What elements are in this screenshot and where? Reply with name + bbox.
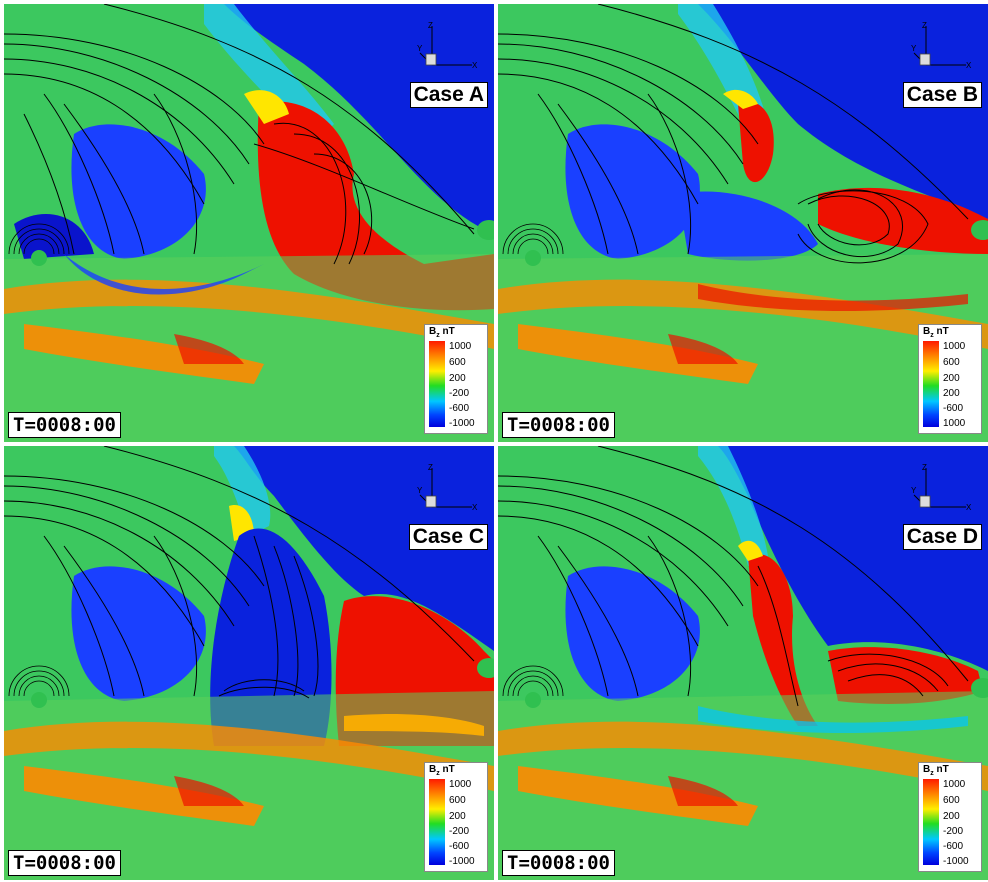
legend-tick: 200 — [449, 373, 466, 384]
case-label: Case D — [902, 524, 982, 550]
legend-tick: 1000 — [943, 779, 966, 790]
simulation-image — [4, 446, 494, 880]
axis-y-label: Y — [417, 44, 423, 53]
colorbar-gradient — [923, 341, 939, 427]
legend-tick: 200 — [943, 373, 960, 384]
axis-triad: Z Y X — [908, 20, 972, 70]
legend-tick: 1000 — [449, 779, 472, 790]
colorbar-gradient — [429, 779, 445, 865]
simulation-image — [498, 446, 988, 880]
axis-z-label: Z — [922, 463, 927, 472]
legend-tick: -600 — [449, 841, 470, 852]
colorbar-legend: Bz nT 1000 600 200 -200 -600 -1000 — [918, 762, 982, 872]
time-label: T=0008:00 — [8, 412, 121, 438]
legend-tick: 600 — [943, 795, 960, 806]
axis-triad: Z Y X — [414, 462, 478, 512]
axis-triad: Z Y X — [908, 462, 972, 512]
colorbar-legend: Bz nT 1000 600 200 -200 -600 -1000 — [424, 762, 488, 872]
time-label: T=0008:00 — [502, 412, 615, 438]
simulation-image — [4, 4, 494, 442]
legend-title: Bz nT — [923, 326, 949, 339]
legend-tick: 1000 — [943, 341, 966, 352]
legend-tick: -600 — [943, 841, 964, 852]
axis-z-label: Z — [428, 463, 433, 472]
case-label: Case C — [408, 524, 488, 550]
panel-case-a: Z Y X Case A T=0008:00 Bz nT 1000 600 20… — [4, 4, 494, 442]
legend-tick: -1000 — [449, 418, 475, 429]
legend-tick: 600 — [943, 357, 960, 368]
legend-title: Bz nT — [429, 326, 455, 339]
axis-x-label: X — [472, 61, 478, 70]
colorbar-gradient — [429, 341, 445, 427]
legend-tick: 200 — [449, 811, 466, 822]
axis-x-label: X — [966, 61, 972, 70]
legend-tick: 200 — [943, 388, 960, 399]
legend-tick: -1000 — [449, 856, 475, 867]
axis-y-label: Y — [911, 44, 917, 53]
axis-y-label: Y — [417, 486, 423, 495]
time-label: T=0008:00 — [502, 850, 615, 876]
colorbar-legend: Bz nT 1000 600 200 200 -600 1000 — [918, 324, 982, 434]
axis-x-label: X — [966, 503, 972, 512]
axis-z-label: Z — [428, 21, 433, 30]
legend-tick: -600 — [449, 403, 470, 414]
colorbar-gradient — [923, 779, 939, 865]
legend-tick: 200 — [943, 811, 960, 822]
legend-tick: -1000 — [943, 856, 969, 867]
case-label: Case B — [902, 82, 982, 108]
axis-z-label: Z — [922, 21, 927, 30]
time-label: T=0008:00 — [8, 850, 121, 876]
colorbar-legend: Bz nT 1000 600 200 -200 -600 -1000 — [424, 324, 488, 434]
legend-title: Bz nT — [923, 764, 949, 777]
legend-title: Bz nT — [429, 764, 455, 777]
panel-case-b: Z Y X Case B T=0008:00 Bz nT 1000 600 20… — [498, 4, 988, 442]
legend-tick: -600 — [943, 403, 964, 414]
axis-triad: Z Y X — [414, 20, 478, 70]
axis-x-label: X — [472, 503, 478, 512]
legend-tick: -200 — [943, 826, 964, 837]
simulation-image — [498, 4, 988, 442]
legend-tick: -200 — [449, 826, 470, 837]
axis-y-label: Y — [911, 486, 917, 495]
panel-case-d: Z Y X Case D T=0008:00 Bz nT 1000 600 20… — [498, 446, 988, 880]
legend-tick: 600 — [449, 795, 466, 806]
legend-tick: 1000 — [449, 341, 472, 352]
case-label: Case A — [409, 82, 488, 108]
panel-case-c: Z Y X Case C T=0008:00 Bz nT 1000 600 20… — [4, 446, 494, 880]
legend-tick: -200 — [449, 388, 470, 399]
legend-tick: 600 — [449, 357, 466, 368]
legend-tick: 1000 — [943, 418, 966, 429]
